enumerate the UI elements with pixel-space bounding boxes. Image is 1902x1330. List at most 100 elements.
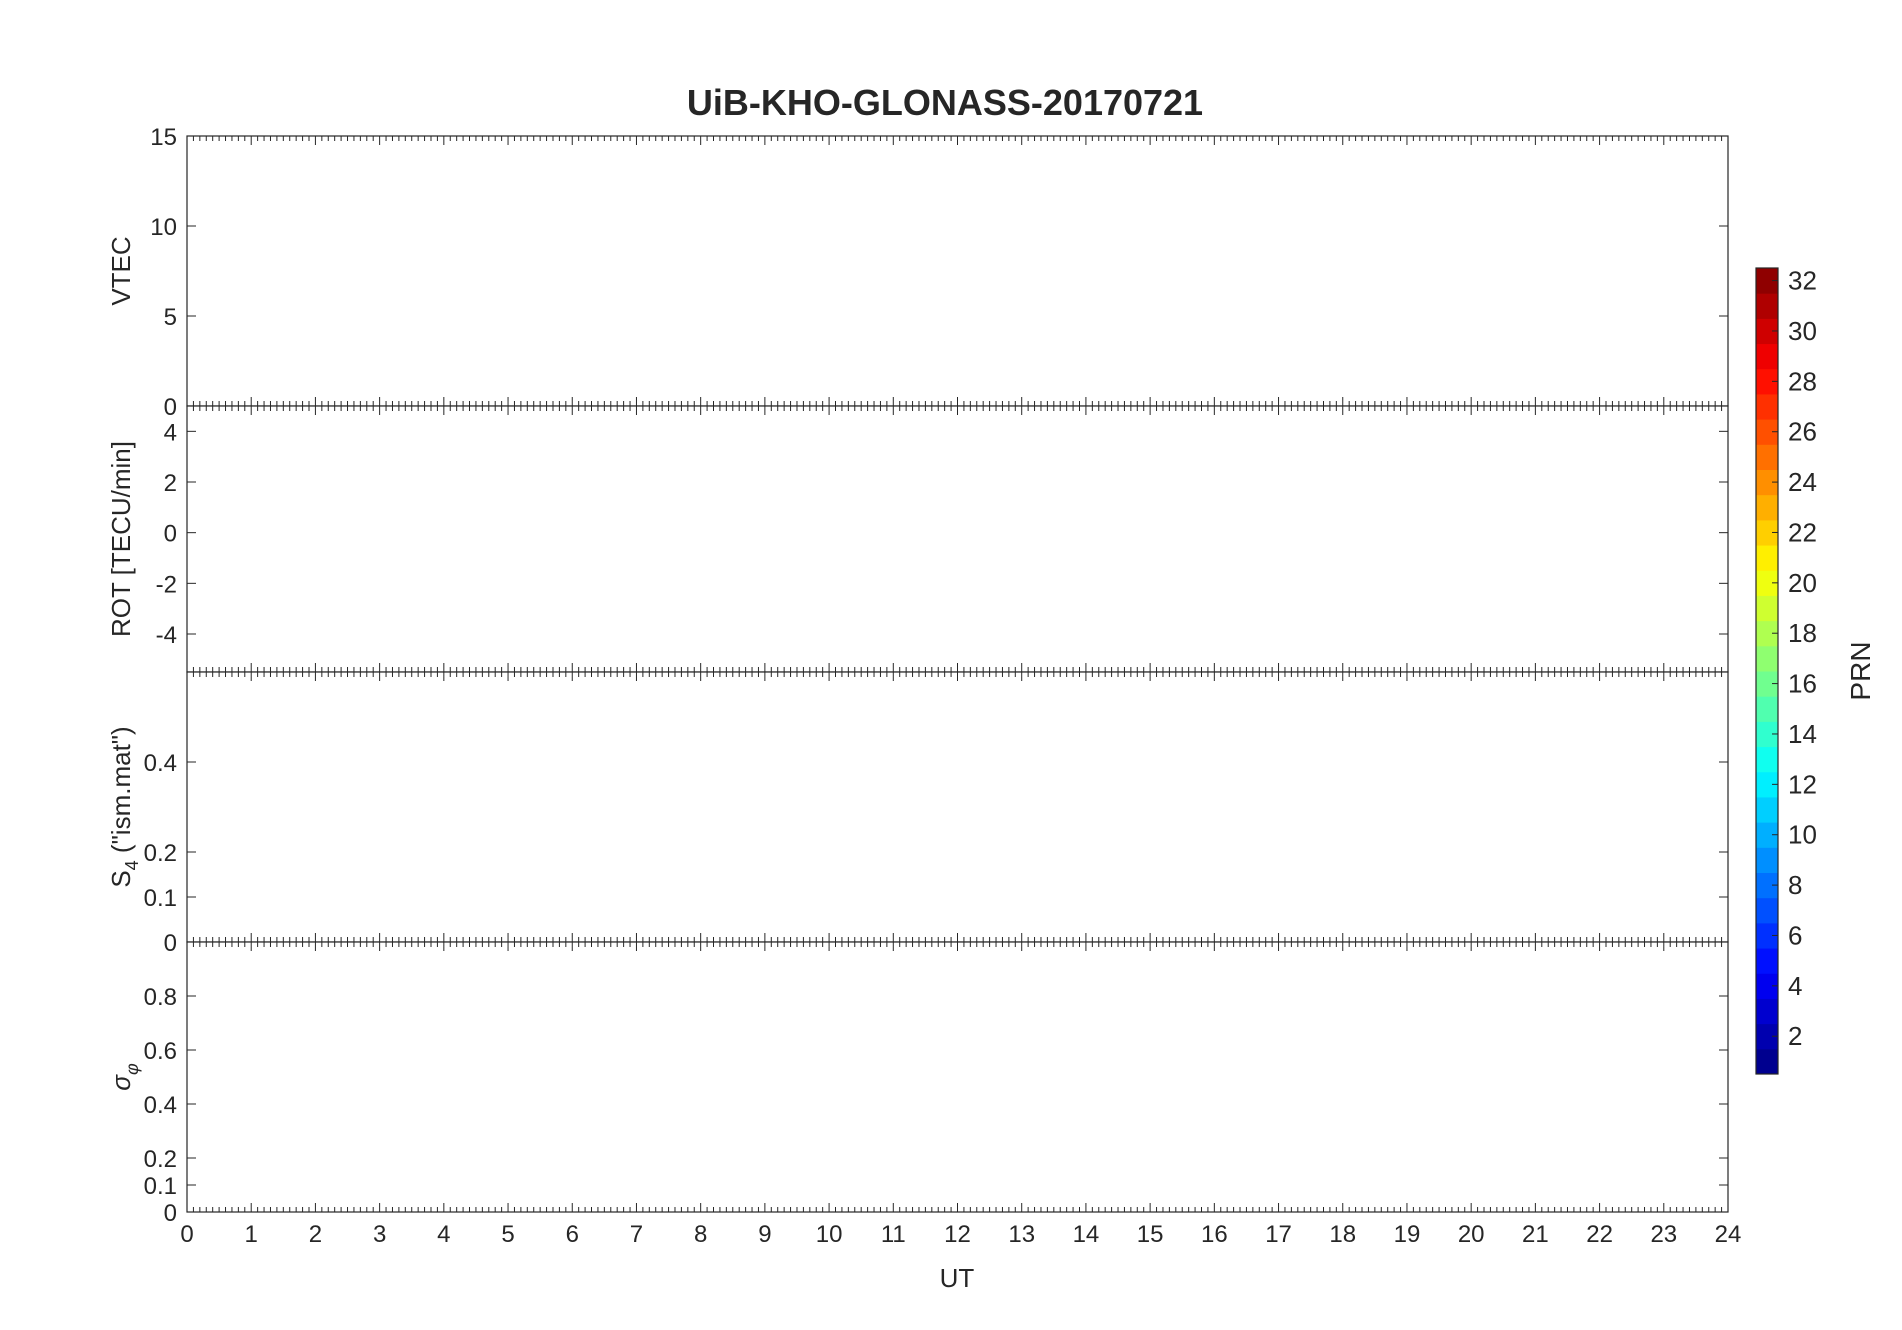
colorbar-swatch (1756, 620, 1778, 647)
x-ticks (186, 136, 1729, 406)
y-tick-label: 5 (164, 304, 177, 331)
x-ticks (186, 406, 1729, 672)
colorbar-tick-label: 32 (1788, 266, 1817, 296)
x-tick-label: 13 (1008, 1221, 1035, 1248)
x-tick-label: 22 (1586, 1221, 1613, 1248)
colorbar-tick-label: 4 (1788, 971, 1802, 1001)
y-tick-label: 0.2 (144, 1146, 177, 1173)
y-tick-label: 15 (150, 124, 177, 151)
y-tick-label: 10 (150, 214, 177, 241)
x-tick-label: 14 (1073, 1221, 1100, 1248)
y-tick-label: 0.6 (144, 1038, 177, 1065)
colorbar-swatch (1756, 494, 1778, 521)
chart-title: UiB-KHO-GLONASS-20170721 (687, 82, 1203, 123)
colorbar-swatch (1756, 595, 1778, 622)
colorbar-swatch (1756, 318, 1778, 345)
y-tick-label: 0.1 (144, 885, 177, 912)
colorbar-label: PRN (1845, 641, 1876, 700)
colorbar-swatch (1756, 545, 1778, 571)
panel-rot: -4 -2 0 2 4 ROT [TECU/min] (106, 405, 1729, 673)
x-tick-label: 3 (373, 1221, 386, 1248)
y-tick-label: -2 (156, 571, 177, 598)
colorbar-swatch (1756, 293, 1778, 319)
colorbar-swatch (1756, 746, 1778, 773)
colorbar-swatch (1756, 872, 1778, 899)
y-tick-label: 0.4 (144, 1092, 177, 1119)
colorbar-swatch (1756, 822, 1778, 848)
x-tick-label: 10 (816, 1221, 843, 1248)
colorbar-swatch (1756, 796, 1778, 823)
colorbar-swatch (1756, 771, 1778, 798)
colorbar-swatch (1756, 444, 1778, 470)
x-tick-label: 5 (501, 1221, 514, 1248)
colorbar-swatch (1756, 268, 1778, 294)
x-tick-label: 11 (881, 1221, 906, 1248)
x-tick-label: 23 (1650, 1221, 1677, 1248)
colorbar-tick-label: 22 (1788, 517, 1817, 547)
colorbar-swatch (1756, 1048, 1778, 1075)
x-tick-label: 9 (758, 1221, 771, 1248)
x-tick-labels: 0 1 2 3 4 5 6 7 8 9 10 11 12 13 14 15 16 17 18 19 20 21 22 23 24 (180, 1221, 1741, 1248)
colorbar-swatch (1756, 645, 1778, 672)
colorbar-tick-label: 6 (1788, 920, 1802, 950)
colorbar-swatch (1756, 519, 1778, 546)
x-tick-label: 12 (944, 1221, 971, 1248)
y-tick-label: -4 (156, 622, 177, 649)
x-tick-label: 0 (180, 1221, 193, 1248)
x-tick-label: 4 (437, 1221, 450, 1248)
colorbar-tick-label: 30 (1788, 316, 1817, 346)
y-axis-label-vtec: VTEC (106, 236, 136, 305)
y-axis-label-s4: S4 ("ism.mat") (106, 726, 142, 887)
colorbar-tick-label: 14 (1788, 719, 1817, 749)
panel-vtec: 0 5 10 15 VTEC (106, 124, 1729, 421)
colorbar-swatch (1756, 998, 1778, 1025)
x-tick-label: 7 (630, 1221, 643, 1248)
colorbar-swatch (1756, 393, 1778, 420)
colorbar-swatch (1756, 570, 1778, 596)
panel-sigma_phi: 00.10.2 0.4 0.6 0.8 σφ (106, 941, 1729, 1227)
y-tick-label: 0.2 (144, 840, 177, 867)
y-tick-label: 0.1 (144, 1173, 177, 1200)
x-tick-label: 20 (1458, 1221, 1485, 1248)
y-tick-label: 4 (164, 419, 177, 446)
colorbar-tick-label: 10 (1788, 820, 1817, 850)
colorbar-swatch (1756, 721, 1778, 748)
x-tick-label: 18 (1329, 1221, 1356, 1248)
colorbar-swatch (1756, 973, 1778, 999)
y-tick-label: 0 (164, 394, 177, 421)
x-ticks (186, 942, 1729, 1212)
x-tick-label: 21 (1522, 1221, 1549, 1248)
x-tick-label: 8 (694, 1221, 707, 1248)
colorbar-swatch (1756, 922, 1778, 949)
x-tick-label: 17 (1265, 1221, 1292, 1248)
x-tick-label: 1 (245, 1221, 258, 1248)
colorbar-swatch (1756, 419, 1778, 445)
y-axis-label-rot: ROT [TECU/min] (106, 441, 136, 637)
x-tick-label: 19 (1394, 1221, 1421, 1248)
panel-s4: 0 0.1 0.2 0.4S4 ("ism.mat") (106, 671, 1729, 957)
x-axis-label: UT (940, 1263, 975, 1293)
x-tick-label: 15 (1137, 1221, 1164, 1248)
colorbar-swatch (1756, 696, 1778, 722)
x-tick-label: 6 (566, 1221, 579, 1248)
y-tick-label: 0.8 (144, 984, 177, 1011)
x-tick-label: 2 (309, 1221, 322, 1248)
colorbar-swatch (1756, 1023, 1778, 1050)
colorbar-swatch (1756, 469, 1778, 496)
y-tick-label: 0 (164, 521, 177, 548)
colorbar-tick-label: 28 (1788, 366, 1817, 396)
colorbar-tick-label: 8 (1788, 870, 1802, 900)
colorbar-tick-label: 18 (1788, 618, 1817, 648)
y-axis-label-sigma_phi: σφ (106, 1063, 142, 1091)
x-ticks (186, 672, 1729, 942)
y-tick-label: 2 (164, 470, 177, 497)
x-tick-label: 16 (1201, 1221, 1228, 1248)
y-tick-label: 0 (164, 930, 177, 957)
colorbar-tick-label: 24 (1788, 467, 1817, 497)
colorbar-tick-label: 2 (1788, 1021, 1802, 1051)
colorbar-swatch (1756, 368, 1778, 395)
colorbar-tick-label: 12 (1788, 769, 1817, 799)
x-tick-label: 24 (1715, 1221, 1742, 1248)
